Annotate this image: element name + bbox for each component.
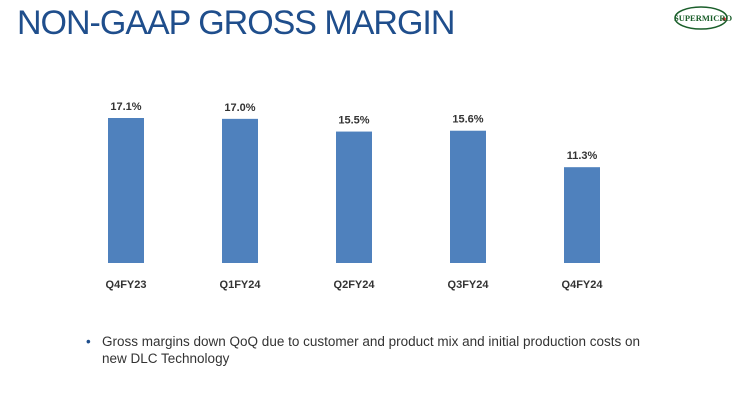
- category-label-q4fy23: Q4FY23: [106, 279, 147, 291]
- data-label-q3fy24: 15.6%: [452, 114, 483, 126]
- data-label-q4fy24: 11.3%: [567, 150, 598, 162]
- category-label-q2fy24: Q2FY24: [334, 279, 376, 291]
- category-label-q3fy24: Q3FY24: [448, 279, 490, 291]
- logo-badge-shape: [674, 6, 728, 30]
- bullet-point: • Gross margins down QoQ due to customer…: [86, 333, 646, 367]
- data-label-q1fy24: 17.0%: [224, 102, 255, 114]
- supermicro-logo: SUPERMICRO: [674, 6, 733, 30]
- bar-q1fy24: [222, 118, 258, 263]
- bullet-symbol: •: [86, 334, 91, 349]
- bar-q4fy23: [108, 118, 144, 263]
- data-label-q4fy23: 17.1%: [110, 101, 141, 113]
- category-label-q4fy24: Q4FY24: [562, 279, 604, 291]
- bar-q2fy24: [336, 131, 372, 263]
- category-label-q1fy24: Q1FY24: [220, 279, 262, 291]
- page-title: NON-GAAP GROSS MARGIN: [17, 4, 455, 42]
- logo-text: SUPERMICRO: [674, 13, 733, 23]
- bar-q3fy24: [450, 130, 486, 263]
- bar-q4fy24: [564, 167, 600, 263]
- bar-chart: 17.1% Q4FY23 17.0% Q1FY24 15.5% Q2FY24 15.6% Q3…: [106, 101, 604, 291]
- data-label-q2fy24: 15.5%: [338, 115, 369, 127]
- bullet-text: Gross margins down QoQ due to customer a…: [102, 334, 641, 366]
